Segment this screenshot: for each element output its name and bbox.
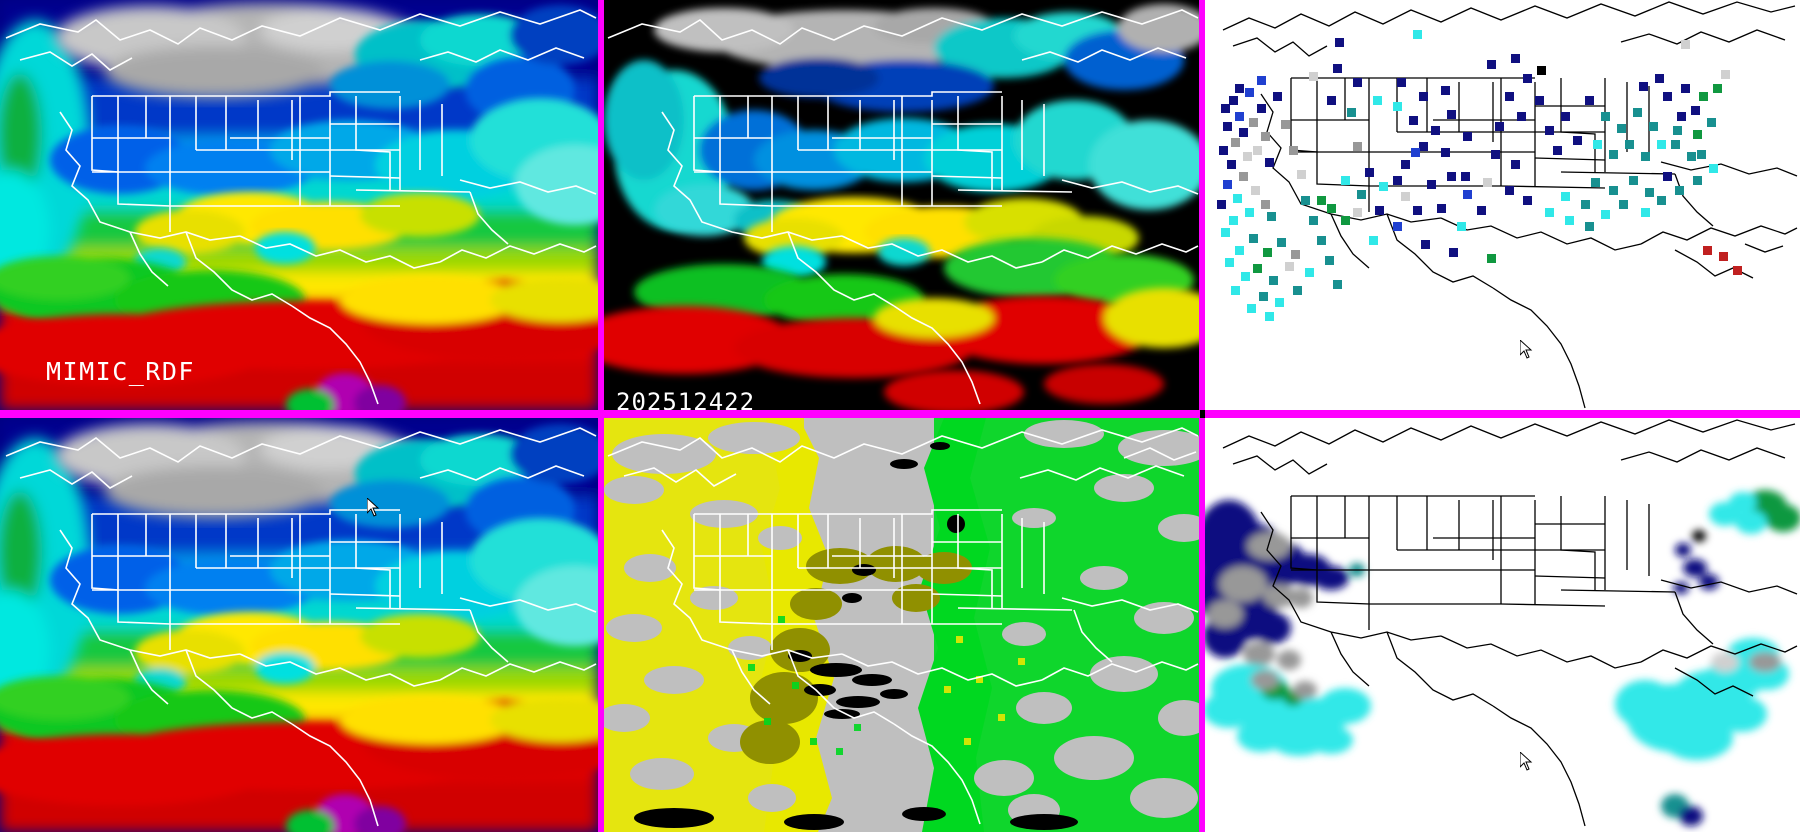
panel-separator-vertical-right-bottom: [1199, 418, 1205, 832]
data-source-code-map: [604, 418, 1200, 832]
goes-ew-map: [604, 0, 1200, 410]
panel-separator-horizontal-right: [1205, 410, 1800, 418]
btpw-map: [0, 418, 598, 832]
panel-gps-sites[interactable]: GPS Sites 371: [1205, 0, 1800, 410]
panel-mimic-rdf[interactable]: MIMIC_RDF: [0, 0, 598, 410]
panel-separator-horizontal-center: [604, 410, 1200, 418]
mouse-pointer-icon: [1520, 340, 1533, 359]
gps-extrap-map: [1205, 418, 1800, 832]
panel-separator-vertical-right-top: [1199, 0, 1205, 410]
panel-btpw[interactable]: bTPW_2020_42: [0, 418, 598, 832]
mimic-rdf-map: [0, 0, 598, 410]
gps-site-markers: [1217, 30, 1742, 321]
panel-label-mimic-rdf: MIMIC_RDF: [46, 357, 195, 386]
mouse-pointer-icon: [1520, 752, 1533, 771]
panel-separator-vertical-left: [598, 0, 604, 832]
panel-data-source-code[interactable]: Data_Source_Code: [604, 418, 1200, 832]
panel-goes-ew[interactable]: GOES_E/W: [604, 0, 1200, 410]
mouse-pointer-icon: [367, 498, 380, 517]
gps-sites-map: [1205, 0, 1800, 410]
panel-separator-horizontal-left: [0, 410, 598, 418]
panel-gps-extrap[interactable]: GPS_Extrap: [1205, 418, 1800, 832]
